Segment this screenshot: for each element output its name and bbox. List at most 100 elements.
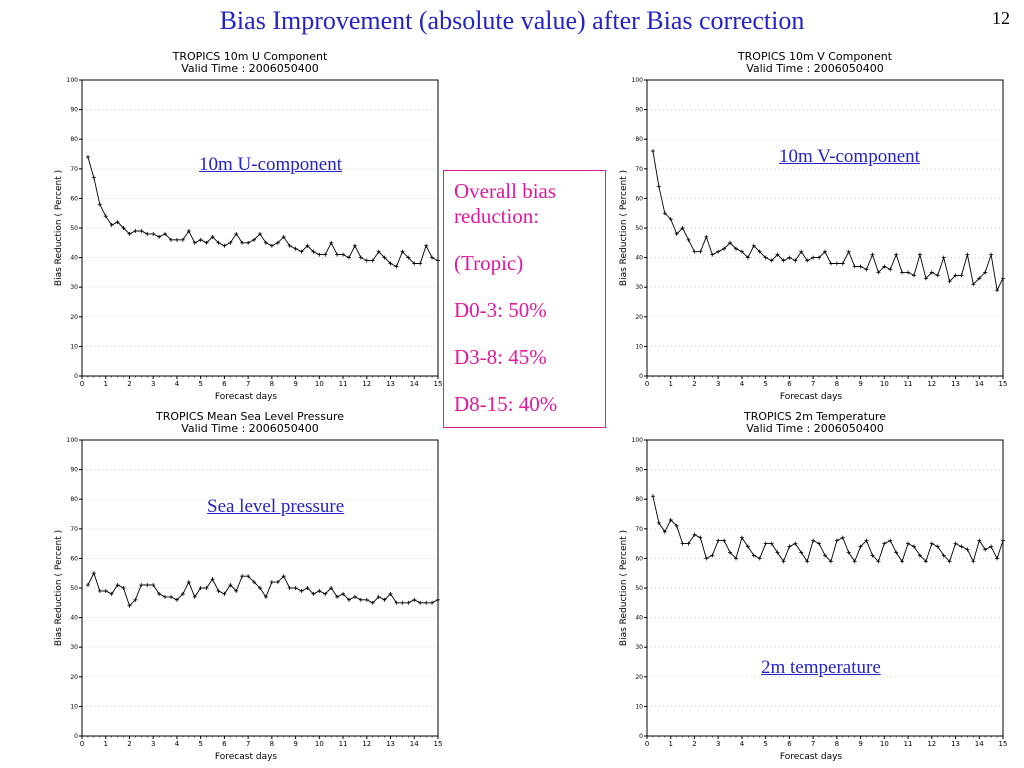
data-point (811, 255, 816, 260)
x-tick-label: 0 (645, 740, 649, 748)
data-point (145, 583, 150, 588)
x-tick-label: 13 (951, 740, 960, 748)
data-point (686, 237, 691, 242)
x-tick-label: 5 (198, 380, 202, 388)
y-tick-label: 60 (635, 195, 643, 202)
data-point (876, 559, 881, 564)
data-point (287, 586, 292, 590)
x-tick-label: 7 (246, 380, 250, 388)
y-tick-label: 10 (70, 343, 78, 350)
data-point (828, 559, 833, 564)
data-point (983, 270, 988, 275)
data-point (394, 264, 399, 269)
chart-subtitle: Valid Time : 2006050400 (746, 62, 884, 75)
data-point (852, 264, 857, 269)
y-tick-label: 40 (635, 615, 643, 622)
x-tick-label: 11 (904, 740, 913, 748)
y-tick-label: 90 (635, 467, 643, 474)
slide-number: 12 (992, 8, 1010, 28)
callout-d8-15: D8-15: 40% (454, 392, 558, 416)
data-point (923, 276, 928, 281)
data-point (864, 267, 869, 272)
x-tick-label: 3 (716, 380, 720, 388)
data-point (222, 243, 227, 248)
data-point (157, 234, 162, 239)
x-tick-label: 11 (339, 380, 348, 388)
y-tick-label: 40 (635, 255, 643, 262)
data-point (906, 270, 911, 275)
x-tick-label: 11 (339, 740, 348, 748)
data-point (364, 597, 369, 602)
y-tick-label: 70 (70, 526, 78, 533)
x-tick-label: 7 (246, 740, 250, 748)
data-point (828, 261, 833, 266)
callout-d0-3: D0-3: 50% (454, 298, 547, 322)
data-point (204, 240, 209, 245)
x-tick-label: 0 (80, 380, 84, 388)
data-point (900, 559, 905, 564)
data-point (85, 583, 90, 588)
x-tick-label: 1 (103, 740, 107, 748)
data-point (656, 520, 661, 525)
data-point (805, 258, 810, 263)
data-point (299, 249, 304, 254)
chart-10m-v-component: TROPICS 10m V Component Valid Time : 2006… (565, 48, 1015, 408)
series-line (87, 156, 439, 268)
y-tick-label: 60 (70, 195, 78, 202)
data-point (412, 597, 417, 602)
x-tick-label: 5 (763, 380, 767, 388)
data-point (275, 580, 280, 585)
data-point (263, 240, 268, 245)
data-point (959, 544, 964, 549)
y-tick-label: 90 (635, 107, 643, 114)
data-point (650, 494, 655, 499)
annotation-sea-level-pressure: Sea level pressure (207, 496, 345, 517)
y-tick-label: 0 (74, 373, 78, 380)
data-point (418, 600, 423, 605)
x-tick-label: 15 (999, 740, 1008, 748)
data-point (977, 276, 982, 281)
chart-subtitle: Valid Time : 2006050400 (181, 62, 319, 75)
data-point (662, 529, 667, 534)
callout-heading: Overall bias reduction: (454, 179, 557, 228)
y-tick-label: 50 (635, 585, 643, 592)
x-tick-label: 12 (927, 380, 936, 388)
data-point (329, 240, 334, 245)
x-tick-label: 15 (434, 740, 443, 748)
x-tick-label: 12 (362, 380, 371, 388)
data-point (757, 249, 762, 254)
data-point (734, 246, 738, 251)
series-line (87, 572, 439, 607)
data-point (323, 252, 328, 257)
data-point (139, 228, 144, 233)
data-point (787, 544, 792, 549)
x-tick-label: 4 (175, 740, 180, 748)
data-point (656, 184, 661, 189)
data-point (293, 246, 298, 251)
data-point (674, 231, 679, 236)
data-point (900, 270, 905, 275)
data-point (971, 282, 976, 287)
data-point (115, 583, 120, 588)
data-point (763, 255, 768, 260)
data-point (953, 273, 958, 278)
data-point (133, 597, 138, 602)
data-point (734, 556, 738, 561)
data-point (894, 550, 899, 555)
data-point (163, 231, 168, 236)
x-tick-label: 3 (716, 740, 720, 748)
data-point (406, 255, 411, 260)
data-point (858, 544, 863, 549)
x-tick-label: 6 (787, 740, 792, 748)
y-tick-label: 30 (635, 644, 643, 651)
data-point (680, 541, 685, 546)
data-point (216, 240, 221, 245)
data-point (959, 273, 964, 278)
plot-frame (646, 439, 1004, 737)
y-axis-label: Bias Reduction ( Percent ) (619, 530, 629, 646)
data-point (263, 594, 268, 599)
y-tick-label: 70 (70, 166, 78, 173)
data-point (722, 538, 727, 543)
data-point (894, 252, 899, 257)
